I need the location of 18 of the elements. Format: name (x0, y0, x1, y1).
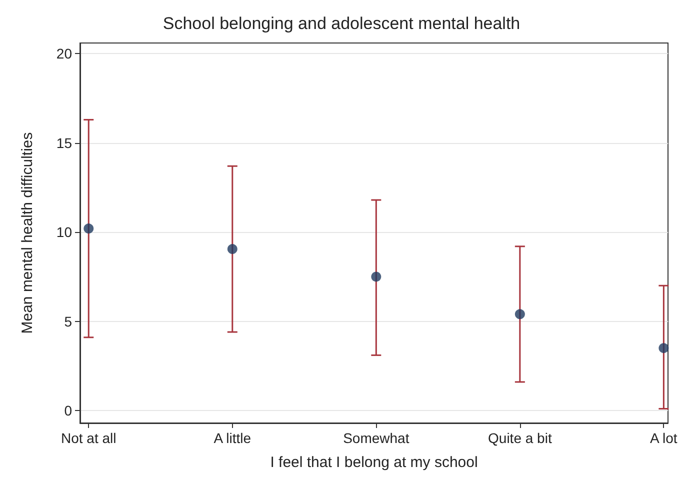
x-tick-label: A lot (650, 430, 678, 446)
point (371, 272, 382, 282)
point (514, 309, 525, 320)
point (227, 244, 238, 254)
x-tick-label: Not at all (61, 430, 116, 446)
x-tick-label: A little (214, 430, 252, 446)
y-axis-title: Mean mental health difficulties (19, 132, 36, 334)
x-axis-title: I feel that I belong at my school (270, 454, 478, 471)
x-tick-label: Quite a bit (488, 430, 552, 446)
y-tick-label: 5 (64, 313, 72, 330)
y-tick-label: 15 (56, 134, 72, 151)
chart-title: School belonging and adolescent mental health (162, 14, 520, 33)
y-tick-label: 20 (56, 46, 72, 62)
y-tick-label: 0 (64, 402, 72, 419)
x-tick-label: Somewhat (343, 430, 410, 446)
y-tick-label: 10 (56, 224, 72, 240)
point (84, 224, 94, 234)
point (658, 343, 669, 354)
